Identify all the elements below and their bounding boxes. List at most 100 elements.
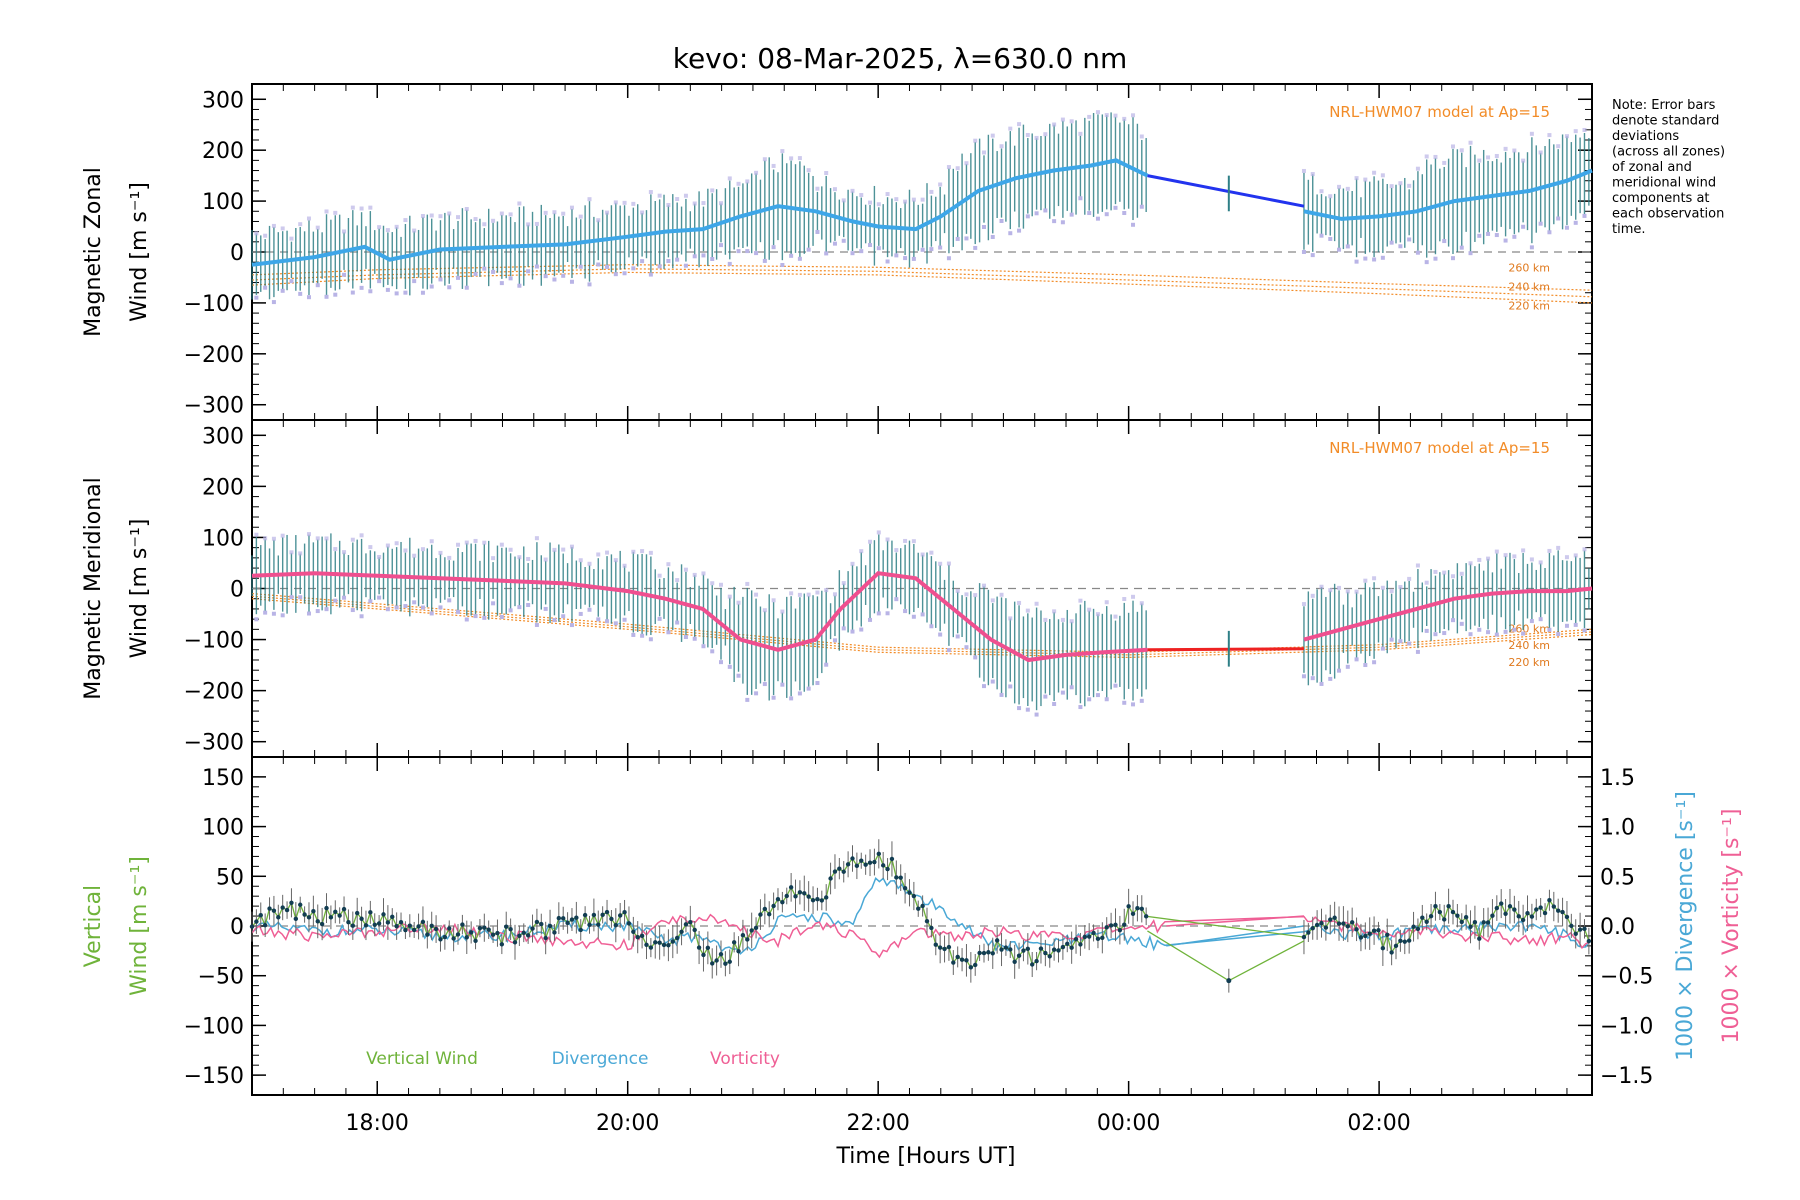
- vertical-wind-point: [622, 910, 627, 915]
- meridional-spread-point: [692, 636, 697, 641]
- zonal-spread-point: [324, 209, 329, 214]
- vertical-wind-point: [937, 945, 943, 950]
- vertical-wind-point: [1122, 922, 1127, 927]
- vertical-wind-point: [337, 913, 342, 918]
- vertical-wind-point: [696, 945, 702, 950]
- meridional-spread-point: [324, 607, 329, 612]
- vertical-wind-point: [609, 916, 614, 922]
- vertical-wind-point: [924, 919, 930, 924]
- zonal-spread-point: [1095, 110, 1100, 115]
- zonal-spread-point: [315, 225, 320, 230]
- zonal-spread-point: [1442, 239, 1447, 244]
- zonal-spread-point: [403, 218, 408, 223]
- meridional-spread-point: [1069, 619, 1074, 624]
- vertical-wind-point: [964, 958, 969, 963]
- zonal-spread-point: [999, 144, 1004, 149]
- meridional-spread-point: [569, 544, 574, 549]
- vertical-wind-point: [249, 924, 255, 929]
- zonal-spread-point: [508, 212, 513, 217]
- meridional-spread-point: [359, 533, 364, 538]
- meridional-spread-point: [1139, 698, 1144, 703]
- meridional-spread-point: [1512, 554, 1517, 559]
- zonal-spread-point: [482, 266, 487, 271]
- zonal-spread-point: [1433, 256, 1438, 261]
- meridional-spread-point: [1512, 627, 1517, 632]
- zonal-spread-point: [929, 189, 934, 194]
- zonal-spread-point: [578, 264, 583, 269]
- meridional-spread-point: [491, 601, 496, 606]
- zonal-model-line: [251, 264, 1593, 291]
- vertical-wind-point: [1108, 923, 1114, 928]
- zonal-spread-point: [499, 211, 504, 216]
- zonal-spread-point: [368, 205, 373, 210]
- zonal-spread-point: [342, 229, 347, 234]
- meridional-spread-point: [920, 612, 925, 617]
- vertical-wind-point: [341, 906, 347, 912]
- zonal-spread-point: [473, 272, 478, 277]
- divergence-axis-label: 1000 × Divergence [s⁻¹]: [1673, 791, 1698, 1061]
- meridional-spread-point: [771, 695, 776, 700]
- meridional-spread-point: [1017, 600, 1022, 605]
- vertical-wind-gap-line: [1147, 930, 1305, 982]
- vertical-wind-point: [354, 910, 360, 916]
- vertical-wind-point: [1143, 914, 1149, 919]
- vertical-wind-point: [433, 926, 439, 932]
- meridional-spread-point: [271, 611, 276, 616]
- zonal-spread-point: [596, 262, 601, 267]
- note-line: each observation: [1612, 207, 1724, 222]
- zonal-spread-point: [377, 225, 382, 230]
- zonal-spread-point: [946, 165, 951, 170]
- zonal-spread-point: [1556, 216, 1561, 221]
- zonal-spread-point: [1078, 131, 1083, 136]
- meridional-spread-point: [1363, 578, 1368, 583]
- meridional-spread-point: [263, 536, 268, 541]
- meridional-spread-point: [1564, 623, 1569, 628]
- vertical-wind-point: [951, 960, 956, 965]
- vertical-wind-point: [1380, 946, 1386, 951]
- vertical-wind-point: [254, 919, 259, 924]
- zonal-spread-point: [973, 138, 978, 143]
- zonal-spread-point: [1301, 249, 1306, 254]
- zonal-spread-point: [1547, 230, 1552, 235]
- zonal-spread-point: [622, 271, 627, 276]
- meridional-spread-point: [1095, 612, 1100, 617]
- zonal-spread-point: [1017, 228, 1022, 233]
- vertical-wind-point: [745, 937, 750, 942]
- zonal-spread-point: [456, 215, 461, 220]
- vertical-wind-point: [1113, 922, 1118, 927]
- vertical-wind-point: [1477, 936, 1482, 941]
- vertical-ytick-label: 50: [216, 865, 244, 890]
- zonal-spread-point: [1122, 116, 1127, 121]
- meridional-spread-point: [350, 608, 355, 613]
- vertical-wind-point: [1078, 942, 1083, 947]
- vertical-wind-point: [1091, 930, 1096, 936]
- meridional-spread-point: [552, 618, 557, 623]
- meridional-spread-point: [868, 617, 873, 622]
- vertical-wind-point: [1385, 932, 1390, 938]
- zonal-spread-point: [692, 254, 697, 259]
- meridional-spread-point: [1407, 576, 1412, 581]
- vertical-wind-point: [1424, 919, 1429, 925]
- zonal-spread-point: [1363, 177, 1368, 182]
- meridional-spread-point: [1494, 632, 1499, 637]
- zonal-spread-point: [473, 217, 478, 222]
- meridional-spread-point: [1095, 693, 1100, 698]
- vertical-wind-point: [289, 900, 294, 906]
- zonal-spread-point: [885, 192, 890, 197]
- meridional-spread-point: [981, 583, 986, 588]
- vertical-wind-point: [990, 951, 995, 956]
- note-line: Note: Error bars: [1612, 98, 1716, 113]
- zonal-spread-point: [1319, 189, 1324, 194]
- meridional-spread-point: [1556, 632, 1561, 637]
- meridional-spread-point: [412, 600, 417, 605]
- vertical-wind-point: [574, 915, 579, 920]
- vertical-wind-point: [1569, 923, 1574, 929]
- zonal-spread-point: [271, 300, 276, 305]
- zonal-spread-point: [1337, 247, 1342, 252]
- zonal-spread-point: [692, 201, 697, 206]
- zonal-spread-point: [1503, 146, 1508, 151]
- vertical-wind-point: [306, 915, 312, 920]
- vertical-wind-point: [596, 922, 601, 927]
- vertical-wind-point: [1582, 926, 1587, 932]
- meridional-ylabel: Magnetic Meridional: [81, 477, 106, 699]
